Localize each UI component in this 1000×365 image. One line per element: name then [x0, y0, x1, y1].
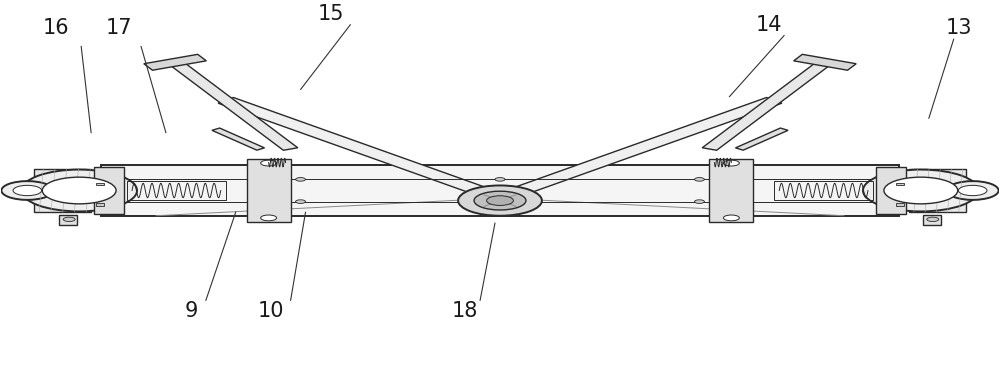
- Circle shape: [458, 185, 542, 216]
- Circle shape: [42, 177, 116, 204]
- Circle shape: [958, 185, 987, 196]
- Text: 9: 9: [184, 301, 198, 321]
- Bar: [59, 215, 77, 225]
- Polygon shape: [166, 59, 298, 150]
- Circle shape: [63, 217, 75, 222]
- Bar: [909, 169, 966, 212]
- Circle shape: [723, 215, 739, 221]
- Polygon shape: [218, 97, 508, 201]
- Polygon shape: [735, 128, 788, 150]
- Polygon shape: [212, 128, 265, 150]
- Text: 18: 18: [452, 301, 478, 321]
- Bar: [876, 167, 906, 214]
- Circle shape: [927, 217, 939, 222]
- Bar: [896, 182, 904, 185]
- Circle shape: [261, 215, 277, 221]
- Circle shape: [694, 200, 704, 203]
- Text: 17: 17: [106, 18, 132, 38]
- Circle shape: [474, 191, 526, 210]
- Circle shape: [1, 181, 53, 200]
- Polygon shape: [492, 97, 782, 201]
- Circle shape: [495, 178, 505, 181]
- Bar: [896, 203, 904, 205]
- Bar: [923, 215, 941, 225]
- Bar: [34, 169, 91, 212]
- Text: 13: 13: [945, 18, 972, 38]
- Bar: [247, 159, 291, 222]
- Bar: [96, 182, 104, 185]
- Circle shape: [495, 200, 505, 203]
- Circle shape: [723, 160, 739, 166]
- Polygon shape: [702, 59, 834, 150]
- Circle shape: [487, 196, 513, 205]
- Text: 10: 10: [257, 301, 284, 321]
- Circle shape: [863, 170, 979, 211]
- Bar: [101, 165, 899, 216]
- Polygon shape: [794, 54, 856, 70]
- Text: 15: 15: [317, 4, 344, 24]
- Circle shape: [21, 170, 137, 211]
- Polygon shape: [144, 54, 206, 70]
- Circle shape: [884, 177, 958, 204]
- Bar: [96, 203, 104, 205]
- Bar: [774, 181, 873, 200]
- Circle shape: [296, 200, 306, 203]
- Circle shape: [13, 185, 42, 196]
- Circle shape: [261, 160, 277, 166]
- Bar: [94, 167, 124, 214]
- Text: 16: 16: [43, 18, 70, 38]
- Circle shape: [947, 181, 999, 200]
- Circle shape: [296, 178, 306, 181]
- Circle shape: [694, 178, 704, 181]
- Bar: [127, 181, 226, 200]
- Bar: [709, 159, 753, 222]
- Text: 14: 14: [756, 15, 782, 35]
